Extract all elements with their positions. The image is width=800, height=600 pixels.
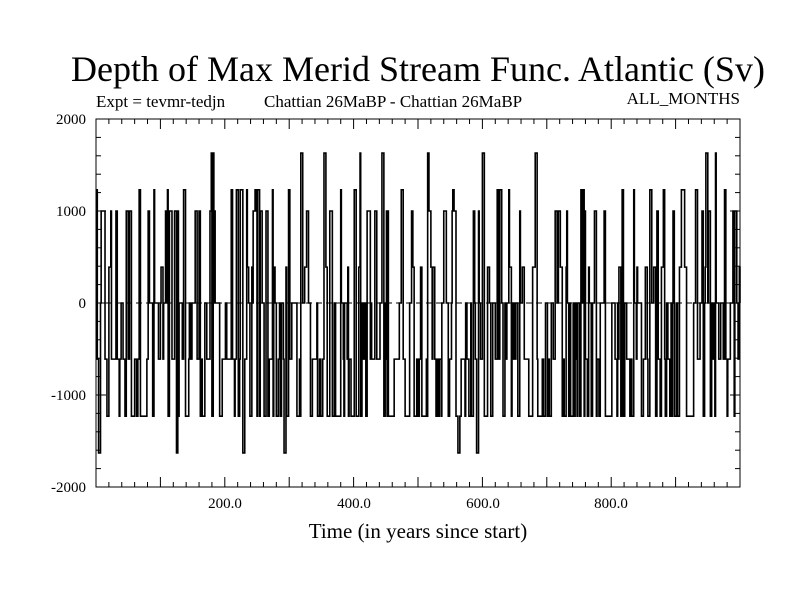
y-tick-label-1000: 1000	[56, 204, 86, 220]
x-tick-label-200: 200.0	[208, 496, 242, 512]
y-tick-label-neg2000: -2000	[51, 480, 86, 496]
plot-area	[96, 152, 741, 454]
x-tick-label-800: 800.0	[594, 496, 628, 512]
plot-frame	[95, 118, 741, 488]
x-tick-label-400: 400.0	[337, 496, 371, 512]
axis-ticks	[96, 118, 740, 488]
chart-subtitle-right: ALL_MONTHS	[627, 89, 740, 108]
y-tick-label-0: 0	[79, 296, 87, 312]
x-axis-label: Time (in years since start)	[309, 519, 528, 543]
chart-title: Depth of Max Merid Stream Func. Atlantic…	[71, 49, 765, 89]
y-tick-label-neg1000: -1000	[51, 388, 86, 404]
x-tick-label-600: 600.0	[466, 496, 500, 512]
chart-subtitle-left: Expt = tevmr-tedjn	[96, 92, 226, 111]
chart-subtitle-center: Chattian 26MaBP - Chattian 26MaBP	[264, 92, 522, 111]
y-tick-label-2000: 2000	[56, 112, 86, 128]
series-line-depth-difference	[96, 152, 741, 454]
